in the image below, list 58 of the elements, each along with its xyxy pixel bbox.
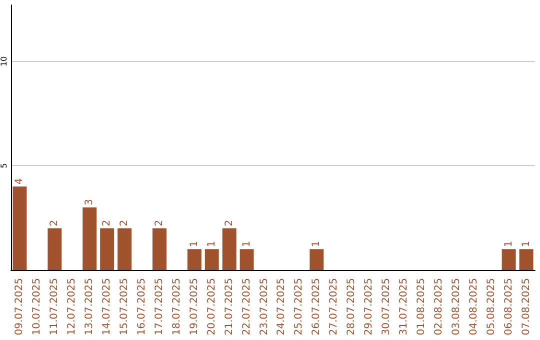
x-tick-label: 21.07.2025: [224, 278, 235, 336]
x-tick-label: 28.07.2025: [346, 278, 358, 336]
x-tick-label: 25.07.2025: [294, 278, 305, 336]
data-label: 2: [119, 220, 130, 226]
x-tick-label: 22.07.2025: [241, 278, 252, 336]
data-label: 1: [188, 240, 200, 248]
bar: [82, 207, 97, 270]
data-label: 1: [241, 240, 252, 248]
x-tick-label: 04.08.2025: [468, 278, 480, 336]
x-tick-label: 12.07.2025: [66, 278, 78, 336]
x-tick-label: 24.07.2025: [276, 278, 288, 336]
bar: [519, 249, 534, 270]
bar: [152, 228, 166, 270]
x-tick-label: 09.07.2025: [14, 278, 26, 336]
x-tick-label: 19.07.2025: [188, 278, 200, 336]
x-tick-label: 30.07.2025: [381, 278, 392, 336]
bar: [310, 249, 324, 270]
bar: [12, 186, 27, 270]
x-tick-label: 18.07.2025: [171, 278, 182, 336]
bar: [100, 228, 114, 270]
x-tick-label: 27.07.2025: [328, 278, 340, 336]
x-tick-label: 06.08.2025: [503, 278, 514, 336]
data-label: 2: [154, 220, 165, 226]
x-tick-label: 03.08.2025: [450, 278, 462, 336]
y-tick-label: 10: [0, 56, 8, 66]
x-tick-label: 07.08.2025: [520, 278, 532, 336]
x-tick-label: 14.07.2025: [102, 278, 113, 336]
data-label: 3: [84, 199, 96, 206]
x-tick-label: 15.07.2025: [119, 278, 130, 336]
bar: [48, 228, 62, 270]
bar: [222, 228, 236, 270]
x-tick-label: 29.07.2025: [364, 278, 375, 336]
x-tick-label: 11.07.2025: [49, 278, 60, 336]
data-label: 4: [14, 178, 26, 185]
x-tick-label: 16.07.2025: [136, 278, 148, 336]
data-label: 1: [503, 240, 514, 248]
bar: [204, 249, 219, 270]
bar: [240, 249, 254, 270]
data-label: 2: [224, 220, 235, 226]
bar: [502, 249, 516, 270]
x-tick-label: 17.07.2025: [154, 278, 165, 336]
y-tick-label: 5: [0, 163, 8, 168]
bar: [187, 249, 202, 270]
bar: [118, 228, 132, 270]
x-tick-label: 31.07.2025: [398, 278, 410, 336]
x-tick-label: 20.07.2025: [206, 278, 218, 336]
data-label: 1: [206, 240, 218, 248]
x-tick-label: 05.08.2025: [486, 278, 497, 336]
x-tick-label: 01.08.2025: [416, 278, 427, 336]
x-tick-label: 13.07.2025: [84, 278, 96, 336]
x-tick-label: 02.08.2025: [433, 278, 444, 336]
x-tick-label: 10.07.2025: [32, 278, 43, 336]
data-label: 2: [49, 220, 60, 226]
x-tick-label: 26.07.2025: [311, 278, 322, 336]
data-label: 1: [311, 240, 322, 248]
data-label: 2: [102, 220, 113, 226]
data-label: 1: [520, 240, 532, 248]
x-tick-label: 23.07.2025: [258, 278, 270, 336]
